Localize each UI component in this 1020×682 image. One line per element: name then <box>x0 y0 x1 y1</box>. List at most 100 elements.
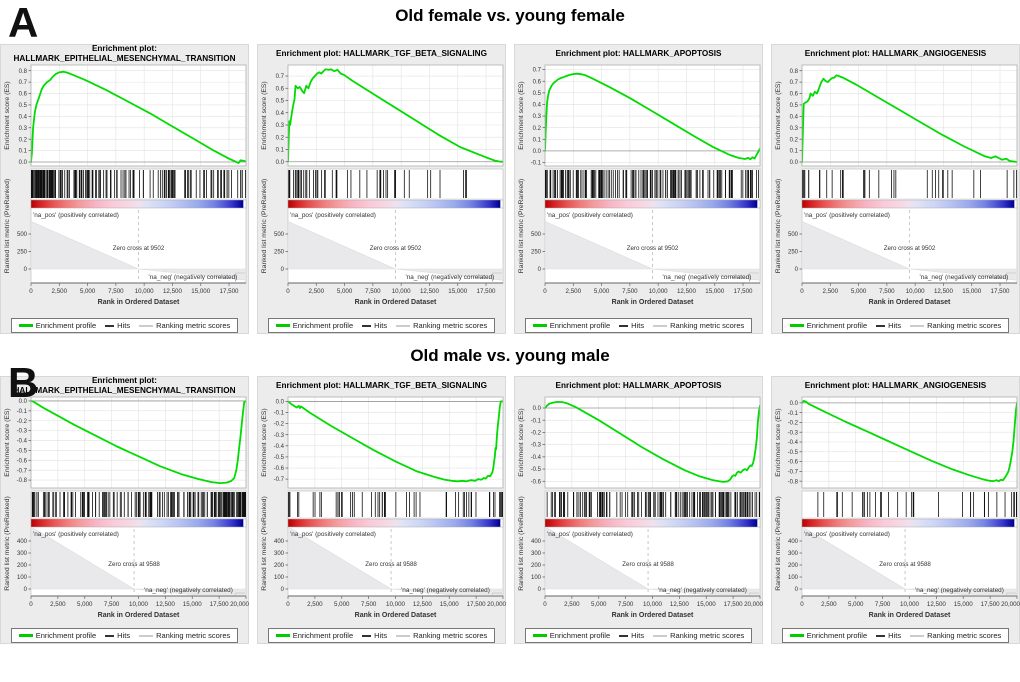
legend-ranking-metric: Ranking metric scores <box>396 321 487 330</box>
legend-ranking-metric: Ranking metric scores <box>910 321 1001 330</box>
svg-text:-0.7: -0.7 <box>17 468 28 474</box>
enrichment-plot-panel: Enrichment plot: HALLMARK_TGF_BETA_SIGNA… <box>257 376 507 644</box>
ranked-axis-label: Ranked list metric (PreRanked) <box>261 496 268 590</box>
svg-text:10,000: 10,000 <box>129 601 148 608</box>
svg-text:0.0: 0.0 <box>19 160 28 166</box>
zero-cross-label: Zero cross at 9588 <box>365 561 417 568</box>
enrichment-profile-curve <box>288 400 503 483</box>
svg-text:0.0: 0.0 <box>276 160 285 166</box>
x-tick-labels: 0 2,500 5,000 7,500 10,000 12,500 15,000 17,500… <box>29 601 249 608</box>
ranking-step-notch <box>235 272 245 282</box>
na-pos-label: 'na_pos' (positively correlated) <box>33 212 119 219</box>
hits-strip <box>31 170 246 198</box>
svg-text:5,000: 5,000 <box>848 601 864 608</box>
svg-text:250: 250 <box>17 250 28 256</box>
legend-ranking-metric: Ranking metric scores <box>139 321 230 330</box>
na-neg-label: 'na_neg' (negatively correlated) <box>401 587 490 594</box>
na-pos-label: 'na_pos' (positively correlated) <box>804 531 890 538</box>
svg-text:20,000: 20,000 <box>230 601 249 608</box>
svg-text:-0.1: -0.1 <box>531 161 542 167</box>
svg-text:0: 0 <box>281 587 285 593</box>
x-tick-labels: 0 2,500 5,000 7,500 10,000 12,500 15,000 17,500 <box>29 288 239 295</box>
plot-canvas: 0.8 0.7 0.6 0.5 0.4 0.3 0.2 0.1 0.0 Enrichment sc… <box>772 62 1019 315</box>
gray-line-icon <box>396 634 411 637</box>
es-tick-labels: 0.7 0.6 0.5 0.4 0.3 0.2 0.1 0.0 <box>276 74 285 166</box>
green-line-icon <box>789 634 804 637</box>
ranking-step-notch <box>1006 272 1016 282</box>
enrichment-profile-curve <box>802 74 1017 163</box>
zero-cross-label: Zero cross at 9502 <box>113 245 165 252</box>
svg-text:0: 0 <box>543 601 547 608</box>
es-tick-labels: 0.0 -0.1 -0.2 -0.3 -0.4 -0.5 -0.6 -0.7 -0.8 <box>788 401 799 485</box>
na-pos-label: 'na_pos' (positively correlated) <box>804 212 890 219</box>
svg-text:0: 0 <box>29 288 33 295</box>
svg-text:2,500: 2,500 <box>566 288 582 295</box>
svg-text:17,500: 17,500 <box>724 601 743 608</box>
enrichment-plot-panel: Enrichment plot: HALLMARK_APOPTOSIS 0.0 -… <box>514 376 764 644</box>
rank-colorbar <box>287 199 504 209</box>
svg-text:15,000: 15,000 <box>705 288 724 295</box>
svg-text:-0.5: -0.5 <box>788 450 799 456</box>
svg-text:15,000: 15,000 <box>183 601 202 608</box>
svg-text:10,000: 10,000 <box>906 288 925 295</box>
plot-canvas: 0.0 -0.1 -0.2 -0.3 -0.4 -0.5 -0.6 Enrichment sc… <box>515 394 764 625</box>
svg-text:5,000: 5,000 <box>337 288 353 295</box>
svg-text:0.8: 0.8 <box>19 69 28 75</box>
svg-text:-0.7: -0.7 <box>788 469 799 475</box>
plot-title-line1: Enrichment plot: HALLMARK_ANGIOGENESIS <box>804 48 987 58</box>
svg-text:0.7: 0.7 <box>533 68 542 74</box>
svg-text:0.8: 0.8 <box>790 69 799 75</box>
svg-text:17,500: 17,500 <box>467 601 486 608</box>
plot-title: Enrichment plot: HALLMARK_TGF_BETA_SIGNA… <box>258 377 505 394</box>
svg-text:0: 0 <box>538 267 542 273</box>
plot-canvas: 0.7 0.6 0.5 0.4 0.3 0.2 0.1 0.0 -0.1 Enrichment s… <box>515 62 762 315</box>
svg-text:0.0: 0.0 <box>790 160 799 166</box>
plot-title-line1: Enrichment plot: HALLMARK_ANGIOGENESIS <box>804 380 987 390</box>
plot-title-line2: HALLMARK_EPITHELIAL_MESENCHYMAL_TRANSITI… <box>13 53 236 63</box>
es-axis-label: Enrichment score (ES) <box>4 81 11 149</box>
legend-enrichment-profile: Enrichment profile <box>532 321 610 330</box>
green-line-icon <box>18 324 33 327</box>
svg-text:15,000: 15,000 <box>954 601 973 608</box>
black-line-icon <box>105 324 115 327</box>
svg-text:0.6: 0.6 <box>533 79 542 85</box>
svg-text:-0.1: -0.1 <box>788 411 799 417</box>
gsea-plot-svg: 0.7 0.6 0.5 0.4 0.3 0.2 0.1 0.0 -0.1 Enrichment s… <box>518 64 761 306</box>
svg-text:0.6: 0.6 <box>790 92 799 98</box>
gsea-plot-svg: 0.0 -0.1 -0.2 -0.3 -0.4 -0.5 -0.6 Enrichment sc… <box>518 396 764 619</box>
enrichment-profile-curve <box>802 400 1017 483</box>
es-tick-labels: 0.8 0.7 0.6 0.5 0.4 0.3 0.2 0.1 0.0 <box>19 69 28 166</box>
ranked-axis-label: Ranked list metric (PreRanked) <box>518 179 525 273</box>
plot-legend: Enrichment profile Hits Ranking metric s… <box>781 318 1010 333</box>
svg-text:500: 500 <box>531 232 542 238</box>
es-axis-label: Enrichment score (ES) <box>775 408 782 476</box>
x-axis-label: Rank in Ordered Dataset <box>98 612 180 619</box>
svg-text:0.7: 0.7 <box>790 80 799 86</box>
x-axis-label: Rank in Ordered Dataset <box>355 612 437 619</box>
rank-colorbar <box>801 199 1018 209</box>
legend-ranking-metric: Ranking metric scores <box>139 631 230 640</box>
ranking-step-notch <box>235 592 245 595</box>
ranked-tick-labels: 400 300 200 100 0 <box>531 539 542 593</box>
svg-text:17,500: 17,500 <box>477 288 496 295</box>
svg-text:10,000: 10,000 <box>386 601 405 608</box>
x-tick-labels: 0 2,500 5,000 7,500 10,000 12,500 15,000 17,500 <box>286 288 496 295</box>
ranking-step-notch <box>749 272 759 282</box>
green-line-icon <box>275 324 290 327</box>
legend-ranking-metric: Ranking metric scores <box>653 321 744 330</box>
gray-line-icon <box>653 634 668 637</box>
plot-canvas: 0.8 0.7 0.6 0.5 0.4 0.3 0.2 0.1 0.0 Enrichment sc… <box>1 62 248 315</box>
hits-strip <box>802 170 1017 198</box>
ranking-step-notch <box>492 592 502 595</box>
svg-text:0: 0 <box>795 587 799 593</box>
na-pos-label: 'na_pos' (positively correlated) <box>33 531 119 538</box>
svg-text:12,500: 12,500 <box>156 601 175 608</box>
svg-text:400: 400 <box>531 539 542 545</box>
svg-text:100: 100 <box>17 575 28 581</box>
legend-hits: Hits <box>105 631 130 640</box>
svg-text:-0.6: -0.6 <box>17 458 28 464</box>
svg-text:12,500: 12,500 <box>677 288 696 295</box>
es-tick-labels: 0.0 -0.1 -0.2 -0.3 -0.4 -0.5 -0.6 -0.7 <box>274 400 285 484</box>
enrichment-plot-panel: Enrichment plot: HALLMARK_ANGIOGENESIS 0… <box>771 44 1020 334</box>
svg-text:-0.2: -0.2 <box>788 421 799 427</box>
